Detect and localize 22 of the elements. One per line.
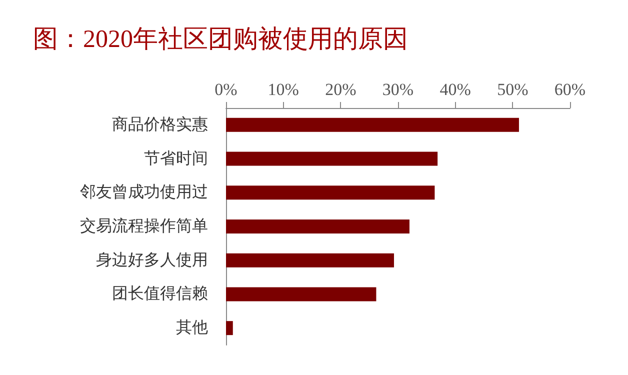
bar xyxy=(226,287,376,302)
y-tick-label: 节省时间 xyxy=(144,149,208,168)
x-tick-label: 60% xyxy=(554,80,586,99)
y-tick-label: 商品价格实惠 xyxy=(112,115,208,134)
x-tick-label: 30% xyxy=(382,80,414,99)
y-tick-label: 其他 xyxy=(176,318,208,337)
chart-title: 图：2020年社区团购被使用的原因 xyxy=(33,26,408,53)
y-tick-label: 身边好多人使用 xyxy=(96,250,208,269)
bar xyxy=(226,253,394,268)
bar xyxy=(226,321,233,336)
y-tick-label: 团长值得信赖 xyxy=(112,284,208,303)
bar xyxy=(226,118,519,132)
x-tick-label: 50% xyxy=(497,80,528,99)
bar xyxy=(226,152,438,166)
bar xyxy=(226,186,435,200)
x-tick-label: 40% xyxy=(440,80,471,99)
x-tick-label: 10% xyxy=(268,80,299,99)
y-tick-label: 邻友曾成功使用过 xyxy=(80,183,208,202)
x-tick-label: 20% xyxy=(325,80,356,99)
bar xyxy=(226,220,410,234)
y-tick-label: 交易流程操作简单 xyxy=(80,217,208,235)
x-tick-label: 0% xyxy=(214,80,238,99)
